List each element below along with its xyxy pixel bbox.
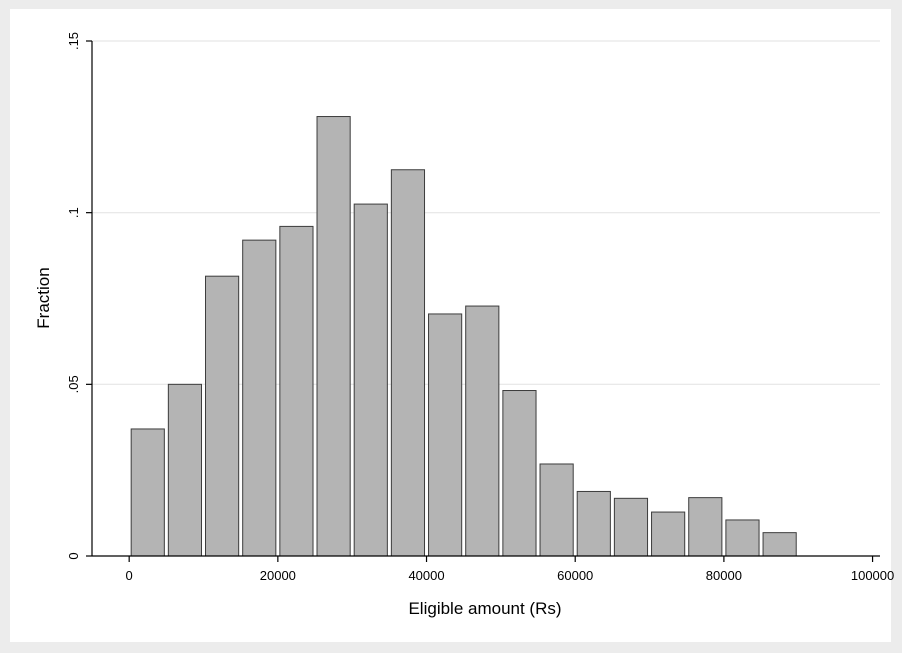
y-tick-labels: 0 .05 .1 .15 — [66, 32, 81, 560]
x-tick-label-3: 60000 — [557, 568, 593, 583]
bar-0 — [130, 428, 165, 557]
bar-6 — [353, 203, 388, 557]
bar-1 — [167, 383, 203, 557]
bar-12 — [576, 490, 611, 557]
bar-7 — [390, 169, 426, 557]
x-tick-label-1: 20000 — [260, 568, 296, 583]
bar-4 — [279, 225, 314, 557]
bar-13 — [613, 497, 649, 557]
y-tick-label-3: .15 — [66, 32, 81, 50]
bar-15 — [688, 497, 723, 557]
bar-10 — [502, 390, 537, 557]
y-tick-label-1: .05 — [66, 375, 81, 393]
bars — [130, 116, 797, 557]
bar-9 — [465, 305, 500, 557]
x-tick-label-4: 80000 — [706, 568, 742, 583]
bar-3 — [242, 239, 277, 557]
y-axis-title: Fraction — [34, 267, 53, 328]
bar-17 — [762, 532, 797, 557]
x-tick-label-2: 40000 — [408, 568, 444, 583]
bar-14 — [651, 511, 686, 557]
bar-8 — [428, 313, 463, 557]
y-tick-label-0: 0 — [66, 552, 81, 559]
x-tick-label-5: 100000 — [851, 568, 894, 583]
x-axis-title: Eligible amount (Rs) — [408, 599, 561, 618]
y-tick-label-2: .1 — [66, 207, 81, 218]
bar-2 — [205, 275, 240, 557]
bar-16 — [725, 519, 760, 557]
bar-11 — [539, 463, 574, 557]
axes — [86, 40, 880, 562]
bar-5 — [316, 116, 351, 557]
x-tick-labels: 0 20000 40000 60000 80000 100000 — [126, 568, 895, 583]
x-tick-label-0: 0 — [126, 568, 133, 583]
